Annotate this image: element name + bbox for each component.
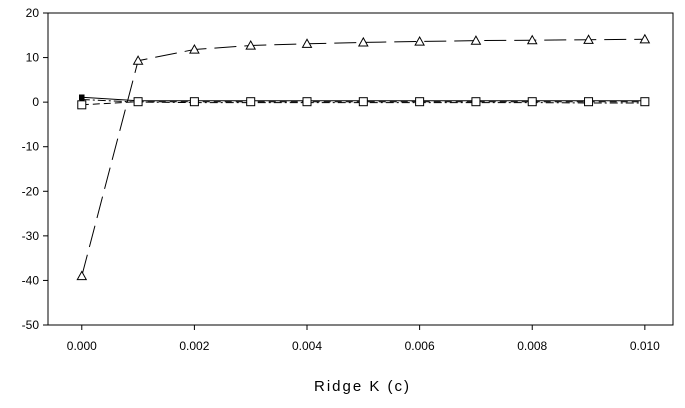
x-tick-label: 0.006 (405, 339, 435, 353)
square-marker (471, 97, 481, 107)
triangle-marker (301, 38, 313, 48)
plot-frame (47, 12, 674, 326)
square-marker (246, 97, 256, 107)
triangle-marker (583, 34, 594, 44)
square-marker (584, 97, 594, 107)
y-tick-label: -50 (22, 318, 40, 332)
series-markers (76, 33, 651, 281)
series-1-line (81, 38, 645, 277)
x-tick-label: 0.000 (67, 339, 97, 353)
series-4-line (81, 99, 645, 104)
triangle-marker (189, 44, 200, 54)
y-tick-labels: 20 10 0 -10 -20 -30 -40 -50 (22, 6, 40, 332)
y-tick-label: 0 (32, 95, 39, 109)
y-tick-label: -30 (22, 229, 40, 243)
filled-square-marker (79, 94, 85, 100)
triangle-marker (639, 33, 651, 44)
triangle-marker (357, 36, 369, 47)
triangle-marker (76, 270, 88, 281)
x-tick-label: 0.004 (292, 339, 322, 353)
square-marker (189, 97, 199, 107)
axes (47, 12, 674, 326)
square-marker (77, 100, 87, 110)
x-tick-label: 0.002 (179, 339, 209, 353)
x-tick-label: 0.008 (517, 339, 547, 353)
tick-marks (43, 12, 646, 330)
series-lines (81, 38, 645, 277)
x-tick-labels: 0.000 0.002 0.004 0.006 0.008 0.010 (67, 339, 660, 353)
y-tick-label: 10 (26, 51, 40, 65)
x-tick-label: 0.010 (630, 339, 660, 353)
x-axis-title: Ridge K (c) (314, 378, 411, 395)
y-tick-label: -40 (22, 273, 40, 287)
y-tick-label: -10 (22, 140, 40, 154)
triangle-marker (414, 35, 425, 46)
square-marker (640, 97, 650, 107)
square-marker (358, 97, 368, 107)
square-marker (527, 97, 537, 107)
square-marker (302, 97, 312, 107)
y-tick-label: -20 (22, 184, 40, 198)
square-marker (415, 97, 425, 107)
triangle-marker (526, 34, 538, 45)
triangle-marker (132, 55, 144, 65)
triangle-marker (245, 40, 257, 50)
y-tick-label: 20 (26, 6, 40, 20)
square-marker (133, 97, 143, 107)
triangle-marker (470, 35, 482, 45)
